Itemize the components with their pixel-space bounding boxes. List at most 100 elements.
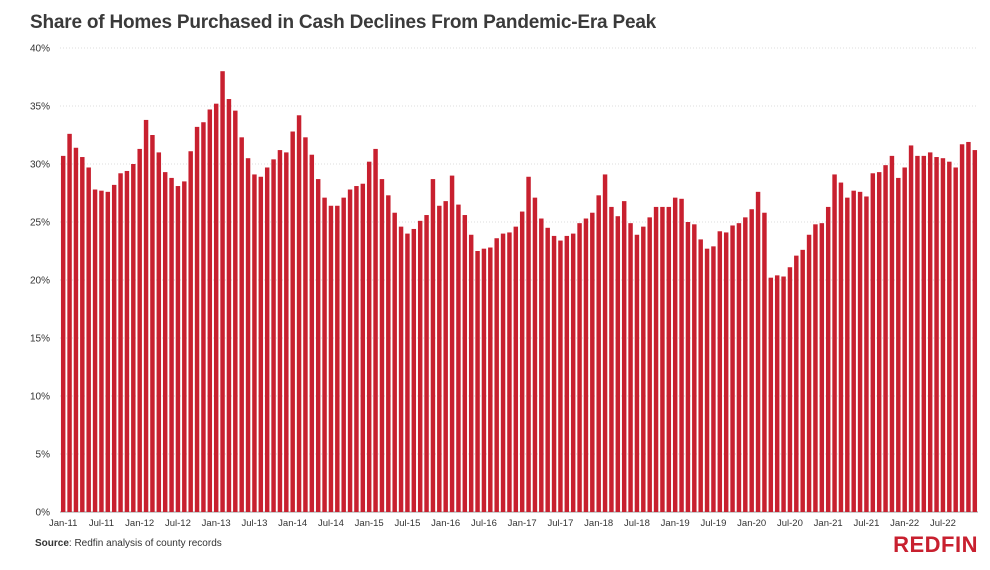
gridlines	[60, 47, 978, 513]
bar	[386, 195, 391, 512]
bar	[131, 164, 136, 512]
bar	[392, 212, 397, 512]
bar	[704, 248, 710, 512]
bar	[558, 240, 563, 512]
bar	[545, 227, 550, 513]
bar	[360, 183, 366, 512]
bar	[519, 211, 525, 512]
y-tick-label: 35%	[30, 102, 50, 113]
bar	[666, 206, 672, 513]
bar	[271, 159, 276, 513]
bar	[940, 158, 946, 512]
bar	[934, 157, 939, 513]
bar	[672, 197, 678, 512]
bar	[366, 161, 372, 512]
bar	[188, 151, 193, 513]
bar	[564, 235, 570, 513]
x-tick-label: Jul-14	[318, 518, 344, 529]
x-tick-label: Jan-11	[49, 518, 77, 529]
bar	[870, 173, 876, 512]
y-tick-label: 25%	[30, 218, 50, 229]
bar	[685, 222, 691, 512]
bar	[207, 109, 213, 512]
bar	[539, 218, 544, 512]
x-tick-label: Jul-17	[548, 518, 574, 529]
x-tick-label: Jan-19	[661, 518, 690, 529]
bar	[883, 165, 888, 512]
x-tick-label: Jan-18	[584, 518, 613, 529]
bar	[966, 141, 971, 512]
bar-chart: 0% 5% 10% 15% 20% 25% 30% 35% 40% Jan-11 Jul-11 Jan…	[30, 44, 978, 529]
bar	[328, 205, 334, 512]
bar	[825, 206, 831, 513]
x-tick-label: Jan-20	[737, 518, 766, 529]
bar	[118, 173, 123, 512]
bar	[341, 197, 346, 512]
bar	[462, 215, 468, 513]
bar	[258, 176, 264, 512]
y-tick-label: 10%	[30, 392, 50, 403]
bar	[456, 204, 461, 512]
bar	[264, 167, 270, 513]
bar	[430, 179, 436, 512]
bar	[322, 197, 327, 512]
source-text: : Redfin analysis of county records	[68, 538, 222, 549]
bar	[813, 224, 818, 512]
x-tick-label: Jul-19	[701, 518, 727, 529]
bar	[137, 148, 142, 513]
bar	[596, 195, 601, 512]
bar	[73, 147, 79, 512]
bar	[309, 154, 315, 512]
bar	[150, 135, 155, 512]
bar	[507, 232, 512, 512]
bar	[889, 155, 895, 512]
bar	[226, 99, 232, 512]
y-tick-label: 5%	[36, 450, 51, 461]
y-tick-label: 15%	[30, 334, 50, 345]
bar	[245, 158, 251, 512]
bar	[806, 234, 812, 512]
bar	[315, 179, 321, 512]
bar	[99, 190, 104, 512]
bar	[449, 175, 455, 512]
source-label: Source	[35, 538, 69, 549]
x-tick-label: Jan-22	[890, 518, 919, 529]
x-tick-label: Jul-18	[624, 518, 650, 529]
bar	[927, 152, 933, 512]
bar	[577, 223, 582, 512]
bar	[743, 217, 748, 513]
bar	[475, 251, 480, 512]
bar	[443, 201, 448, 512]
bar	[583, 218, 589, 512]
x-tick-label: Jul-12	[165, 518, 191, 529]
x-tick-label: Jan-21	[814, 518, 843, 529]
bar	[736, 223, 742, 512]
bar	[169, 177, 174, 513]
y-tick-label: 20%	[30, 276, 50, 287]
bar	[175, 186, 181, 513]
chart-title: Share of Homes Purchased in Cash Decline…	[30, 12, 657, 33]
redfin-logo: REDFIN	[893, 532, 978, 557]
bar	[717, 231, 723, 512]
bar	[468, 234, 474, 512]
bar	[876, 172, 882, 512]
bar	[947, 161, 952, 512]
bar	[762, 212, 767, 512]
bar	[373, 148, 378, 513]
x-tick-label: Jul-21	[854, 518, 880, 529]
x-tick-label: Jul-11	[89, 518, 114, 529]
bar	[857, 191, 863, 512]
bar	[628, 223, 633, 512]
bar	[609, 206, 614, 513]
x-tick-label: Jan-13	[202, 518, 231, 529]
bar	[730, 225, 735, 513]
bar	[953, 167, 958, 513]
bar	[60, 155, 66, 512]
bar	[615, 216, 621, 512]
bar	[398, 226, 404, 512]
bar	[284, 152, 289, 512]
bar	[335, 205, 340, 512]
bar	[838, 182, 844, 512]
bar	[417, 220, 423, 512]
bar	[532, 197, 538, 512]
